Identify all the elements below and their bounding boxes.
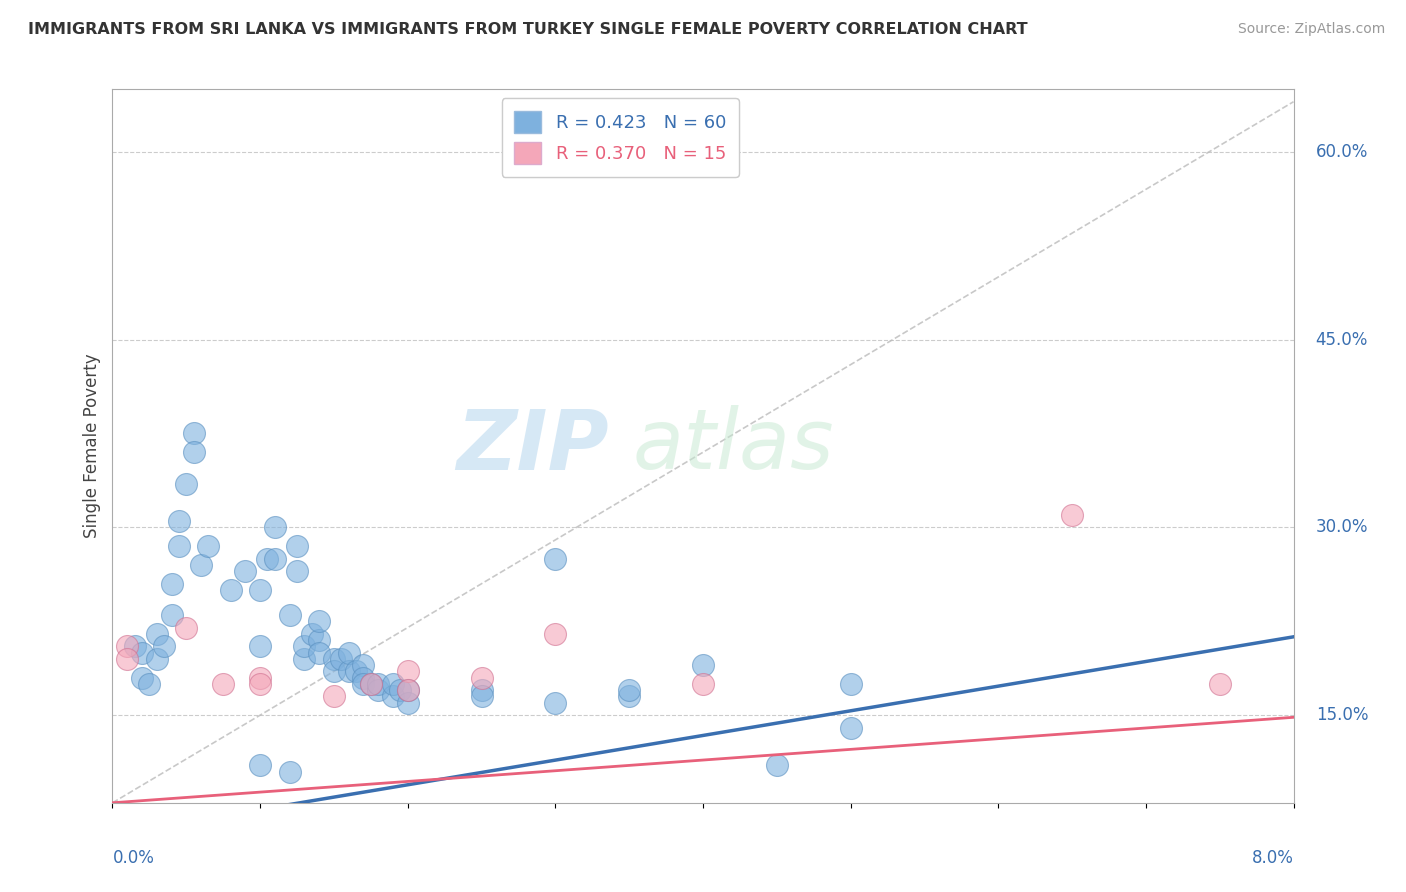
Point (544, 696, 567, 710)
Point (167, 539, 190, 553)
Point (131, 671, 153, 685)
Point (381, 677, 405, 691)
Point (352, 671, 374, 685)
Point (117, 652, 138, 666)
Point (381, 690, 405, 704)
Point (308, 614, 330, 628)
Text: IMMIGRANTS FROM SRI LANKA VS IMMIGRANTS FROM TURKEY SINGLE FEMALE POVERTY CORREL: IMMIGRANTS FROM SRI LANKA VS IMMIGRANTS … (28, 22, 1028, 37)
Point (323, 690, 346, 704)
Point (1208, 677, 1232, 691)
Point (256, 551, 278, 566)
Point (212, 677, 235, 691)
Point (131, 646, 153, 660)
Point (167, 514, 190, 528)
Point (367, 683, 389, 698)
Point (278, 607, 301, 622)
Point (396, 665, 419, 679)
Point (146, 627, 169, 641)
Point (197, 539, 219, 553)
Point (323, 652, 346, 666)
Point (285, 539, 308, 553)
Point (264, 520, 287, 534)
Point (174, 476, 197, 491)
Point (396, 696, 419, 710)
Point (367, 677, 389, 691)
Point (285, 564, 308, 578)
Text: 60.0%: 60.0% (1316, 143, 1368, 161)
Point (219, 582, 242, 597)
Point (249, 640, 271, 654)
Point (233, 564, 256, 578)
Point (183, 426, 205, 441)
Point (766, 758, 789, 772)
Point (249, 671, 271, 685)
Text: 15.0%: 15.0% (1316, 706, 1368, 724)
Point (292, 652, 315, 666)
Point (389, 683, 412, 698)
Point (278, 764, 301, 779)
Point (160, 576, 183, 591)
Point (117, 640, 138, 654)
Point (308, 633, 330, 648)
Point (470, 671, 494, 685)
Point (619, 690, 641, 704)
Point (360, 677, 382, 691)
Text: ZIP: ZIP (456, 406, 609, 486)
Point (153, 640, 176, 654)
Point (544, 551, 567, 566)
Point (692, 658, 714, 673)
Point (352, 677, 374, 691)
Text: 30.0%: 30.0% (1316, 518, 1368, 536)
Point (292, 640, 315, 654)
Point (301, 627, 323, 641)
Point (1062, 508, 1084, 522)
Point (839, 677, 862, 691)
Point (264, 551, 287, 566)
Point (323, 665, 346, 679)
Point (190, 558, 212, 572)
Text: 8.0%: 8.0% (1251, 849, 1294, 867)
Point (337, 646, 360, 660)
Point (138, 677, 160, 691)
Point (344, 665, 367, 679)
Point (249, 582, 271, 597)
Point (692, 677, 714, 691)
Point (146, 652, 169, 666)
Point (544, 627, 567, 641)
Point (360, 677, 382, 691)
Text: 0.0%: 0.0% (112, 849, 155, 867)
Point (352, 658, 374, 673)
Point (308, 646, 330, 660)
Point (470, 690, 494, 704)
Point (396, 683, 419, 698)
Point (330, 652, 353, 666)
Y-axis label: Single Female Poverty: Single Female Poverty (83, 354, 101, 538)
Legend: R = 0.423   N = 60, R = 0.370   N = 15: R = 0.423 N = 60, R = 0.370 N = 15 (502, 98, 740, 177)
Point (337, 665, 360, 679)
Point (183, 445, 205, 459)
Point (619, 683, 641, 698)
Point (396, 683, 419, 698)
Point (839, 721, 862, 735)
Point (160, 607, 183, 622)
Point (249, 677, 271, 691)
Point (249, 758, 271, 772)
Point (174, 621, 197, 635)
Text: 45.0%: 45.0% (1316, 331, 1368, 349)
Point (124, 640, 146, 654)
Text: Source: ZipAtlas.com: Source: ZipAtlas.com (1237, 22, 1385, 37)
Point (470, 683, 494, 698)
Text: atlas: atlas (633, 406, 834, 486)
